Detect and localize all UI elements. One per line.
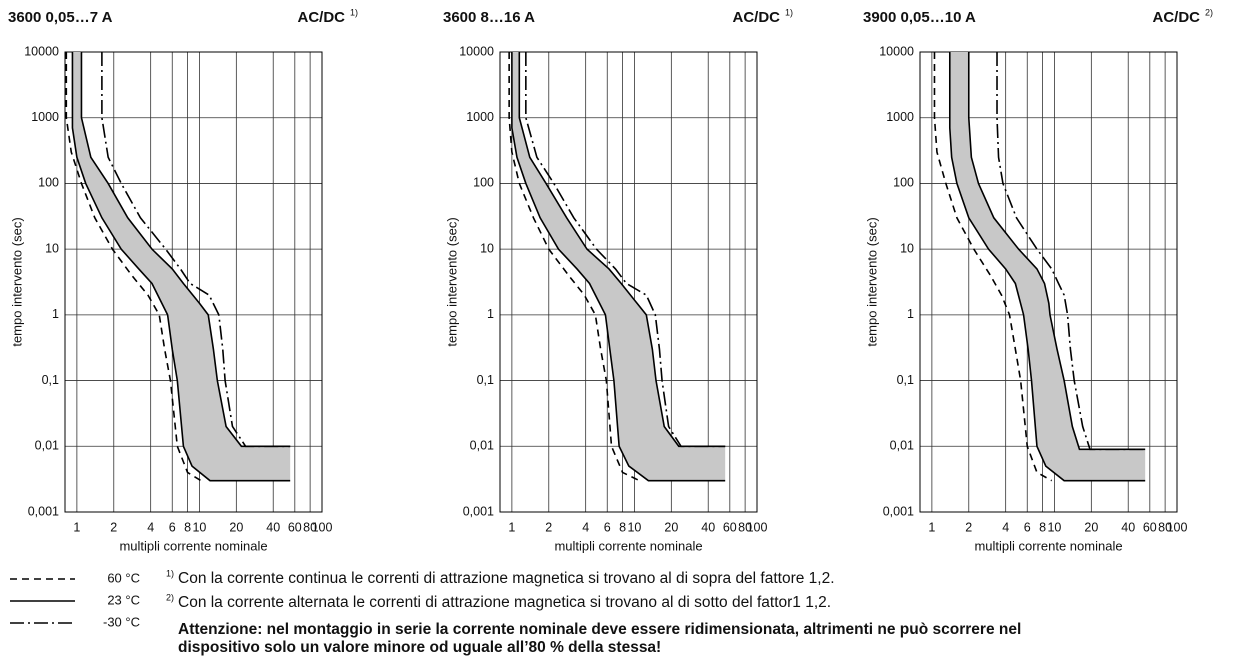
x-tick-label: 6 (604, 520, 611, 534)
curve (948, 52, 1146, 482)
x-tick-label: 4 (1002, 520, 1009, 534)
band (949, 52, 1146, 481)
x-tick-label: 20 (229, 520, 243, 534)
x-tick-label: 20 (1084, 520, 1098, 534)
chart-title: 3600 0,05…7 A (8, 9, 113, 26)
curve (525, 52, 726, 448)
chart-subtitle: AC/DC (733, 9, 781, 26)
y-axis-label: tempo intervento (sec) (864, 217, 879, 346)
curve (967, 52, 1146, 451)
x-tick-label: 80 (303, 520, 317, 534)
y-axis-label: tempo intervento (sec) (9, 217, 24, 346)
y-tick-label: 10 (480, 241, 494, 255)
x-tick-label: 6 (169, 520, 176, 534)
y-tick-label: 0,01 (470, 439, 494, 453)
x-tick-label: 80 (1158, 520, 1172, 534)
plot-frame (919, 51, 1178, 513)
legend-label: -30 °C (103, 614, 140, 629)
plot-frame (499, 51, 758, 513)
curve (933, 52, 1053, 482)
x-tick-label: 1 (73, 520, 80, 534)
x-tick-label: 10 (627, 520, 641, 534)
footnote-2-mark: 2) (166, 592, 174, 602)
y-tick-label: 0,1 (42, 373, 59, 387)
chart-title: 3900 0,05…10 A (863, 9, 976, 26)
x-tick-label: 100 (312, 520, 333, 534)
y-tick-label: 1000 (886, 110, 914, 124)
y-tick-label: 0,1 (897, 373, 914, 387)
x-tick-label: 1 (928, 520, 935, 534)
chart-title: 3600 8…16 A (443, 9, 535, 26)
warning-line-1: Attenzione: nel montaggio in serie la co… (178, 621, 1021, 638)
y-tick-label: 1000 (31, 110, 59, 124)
footnote-1-mark: 1) (166, 568, 174, 578)
x-tick-label: 40 (1121, 520, 1135, 534)
x-tick-label: 100 (747, 520, 768, 534)
y-tick-label: 10000 (879, 44, 914, 58)
warning-line-2: dispositivo solo un valore minore od ugu… (178, 639, 661, 656)
chart-subtitle: AC/DC (298, 9, 346, 26)
x-tick-label: 100 (1167, 520, 1188, 534)
note-ref: 1) (785, 7, 793, 17)
footnote-1-text: Con la corrente continua le correnti di … (178, 570, 835, 587)
x-tick-label: 60 (1143, 520, 1157, 534)
x-tick-label: 40 (266, 520, 280, 534)
x-tick-label: 2 (110, 520, 117, 534)
curve (996, 52, 1146, 451)
x-tick-label: 6 (1024, 520, 1031, 534)
y-tick-label: 100 (893, 176, 914, 190)
plot-frame (64, 51, 323, 513)
x-tick-label: 60 (288, 520, 302, 534)
y-axis-label: tempo intervento (sec) (444, 217, 459, 346)
x-tick-label: 4 (147, 520, 154, 534)
y-tick-label: 0,01 (890, 439, 914, 453)
y-tick-label: 10 (900, 241, 914, 255)
y-tick-label: 1 (52, 307, 59, 321)
curve (80, 52, 291, 448)
x-axis-label: multipli corrente nominale (974, 538, 1122, 553)
x-tick-label: 2 (545, 520, 552, 534)
y-tick-label: 1000 (466, 110, 494, 124)
y-tick-label: 1 (487, 307, 494, 321)
legend-label: 23 °C (107, 592, 140, 607)
y-tick-label: 10000 (24, 44, 59, 58)
y-tick-label: 10 (45, 241, 59, 255)
chart-subtitle: AC/DC (1153, 9, 1201, 26)
y-tick-label: 0,001 (883, 504, 914, 518)
x-tick-label: 1 (508, 520, 515, 534)
y-tick-label: 100 (38, 176, 59, 190)
note-ref: 1) (350, 7, 358, 17)
x-tick-label: 10 (1047, 520, 1061, 534)
y-tick-label: 100 (473, 176, 494, 190)
y-tick-label: 0,1 (477, 373, 494, 387)
x-tick-label: 8 (619, 520, 626, 534)
curve (518, 52, 726, 448)
x-tick-label: 60 (723, 520, 737, 534)
curve (101, 52, 291, 448)
x-axis-label: multipli corrente nominale (119, 538, 267, 553)
y-tick-label: 0,001 (463, 504, 494, 518)
y-tick-label: 0,01 (35, 439, 59, 453)
x-tick-label: 80 (738, 520, 752, 534)
x-tick-label: 40 (701, 520, 715, 534)
x-tick-label: 4 (582, 520, 589, 534)
x-tick-label: 2 (965, 520, 972, 534)
x-tick-label: 8 (1039, 520, 1046, 534)
y-tick-label: 10000 (459, 44, 494, 58)
footnote-2-text: Con la corrente alternata le correnti di… (178, 594, 831, 611)
curve (511, 52, 726, 482)
note-ref: 2) (1205, 7, 1213, 17)
legend-label: 60 °C (107, 570, 140, 585)
curve (65, 52, 202, 482)
y-tick-label: 1 (907, 307, 914, 321)
x-axis-label: multipli corrente nominale (554, 538, 702, 553)
x-tick-label: 20 (664, 520, 678, 534)
band (511, 52, 726, 481)
band (72, 52, 291, 481)
y-tick-label: 0,001 (28, 504, 59, 518)
x-tick-label: 8 (184, 520, 191, 534)
curve (71, 52, 291, 482)
x-tick-label: 10 (192, 520, 206, 534)
